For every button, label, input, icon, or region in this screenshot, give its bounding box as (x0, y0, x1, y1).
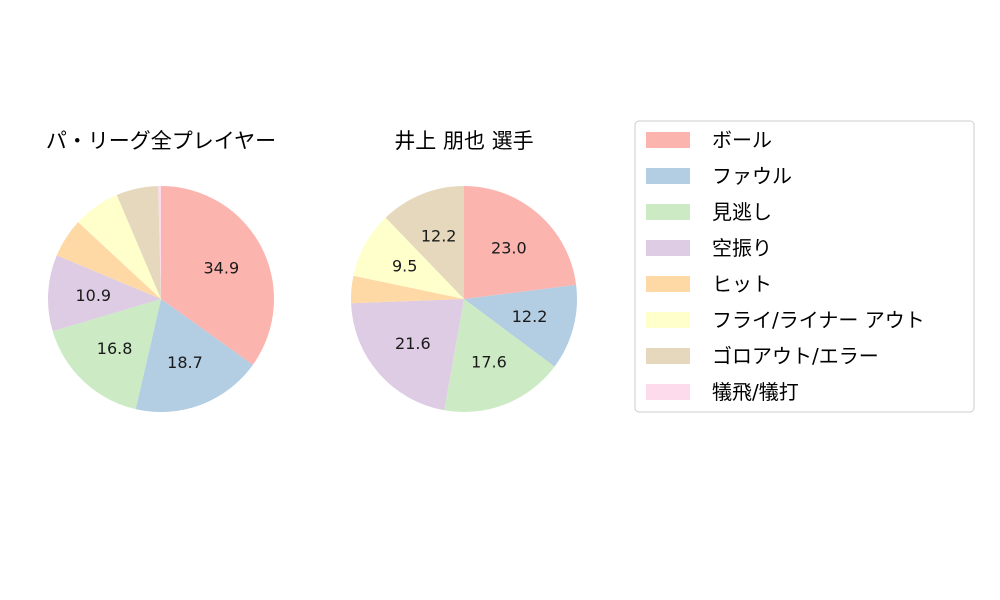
legend-label: 空振り (712, 236, 772, 260)
legend-swatch (646, 276, 690, 292)
pie-slice (351, 299, 464, 411)
slice-label: 21.6 (395, 334, 431, 353)
legend-label: ボール (712, 128, 772, 152)
chart-title-league: パ・リーグ全プレイヤー (46, 129, 276, 153)
pie-chart-league: パ・リーグ全プレイヤー 34.9 18.7 16.8 10.9 (46, 129, 276, 412)
pie-slice (78, 195, 161, 299)
legend-label: ヒット (712, 272, 772, 296)
pie-slice (56, 222, 162, 299)
slice-label: 23.0 (491, 239, 527, 258)
legend-label: 見逃し (712, 200, 772, 224)
slice-label: 12.2 (421, 227, 457, 246)
legend-frame (634, 120, 975, 413)
legend-swatch (646, 348, 690, 364)
slice-label: 10.9 (75, 286, 111, 305)
legend-swatch (646, 240, 690, 256)
slice-label: 12.2 (512, 307, 548, 326)
legend-swatch (646, 384, 690, 400)
legend-swatch (646, 204, 690, 220)
pie-slice (385, 186, 464, 299)
slice-label: 16.8 (97, 339, 133, 358)
legend-label: フライ/ライナー アウト (712, 308, 925, 332)
pie-chart-player: 井上 朋也 選手 23.012.217.621.69.512.2 (350, 129, 577, 413)
legend-label: 犠飛/犠打 (712, 380, 799, 404)
slice-label: 17.6 (471, 353, 507, 372)
pie-slice (47, 255, 161, 332)
pie-slice (350, 275, 464, 304)
pie-slice (161, 186, 275, 365)
pie-slice (464, 284, 577, 367)
slice-label: 9.5 (392, 257, 417, 276)
legend-label: ゴロアウト/エラー (712, 344, 879, 368)
legend-label: ファウル (712, 164, 792, 188)
pie-slice (135, 299, 253, 412)
legend-swatch (646, 132, 690, 148)
pie-slice (444, 299, 555, 413)
legend-swatch (646, 312, 690, 328)
chart-title-player: 井上 朋也 選手 (394, 129, 533, 153)
pie-slice (158, 186, 161, 299)
legend-swatch (646, 168, 690, 184)
pie-slice (353, 217, 464, 299)
pie-slice (52, 299, 161, 410)
pie-slice (464, 186, 577, 299)
slice-label: 34.9 (204, 259, 240, 278)
pie-slice (116, 186, 161, 299)
slice-label: 18.7 (167, 353, 203, 372)
